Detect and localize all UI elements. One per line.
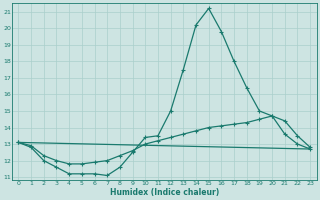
X-axis label: Humidex (Indice chaleur): Humidex (Indice chaleur) — [110, 188, 219, 197]
